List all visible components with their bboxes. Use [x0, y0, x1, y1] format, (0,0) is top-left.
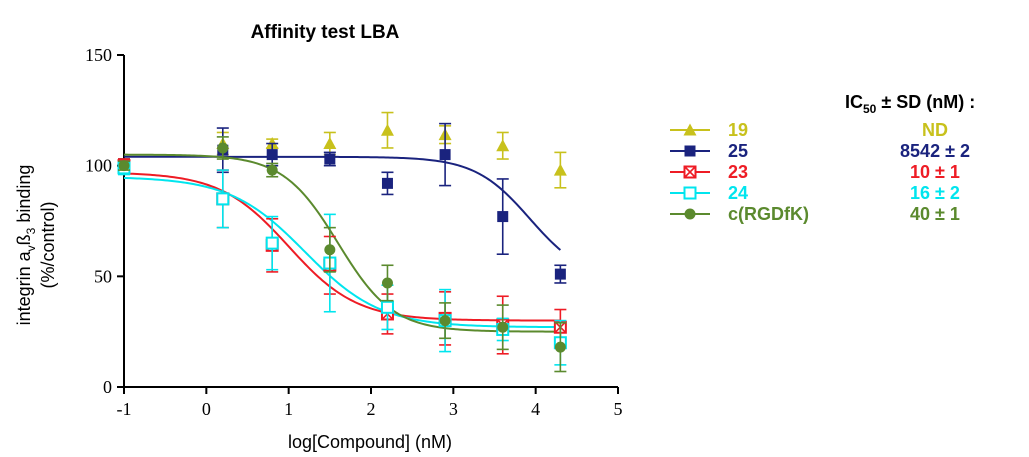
ic50-value-23: 10 ± 1 — [910, 162, 960, 182]
point-19-marker — [323, 137, 337, 150]
x-axis-label: log[Compound] (nM) — [288, 432, 452, 452]
ic50-header-prefix: IC — [845, 92, 863, 112]
y-axis-label-beta: ß — [14, 234, 34, 245]
legend-25-marker — [684, 145, 696, 157]
ic50-value-19: ND — [922, 120, 948, 140]
point-c(RGDfK)-marker — [554, 341, 566, 353]
series-19 — [117, 111, 567, 189]
ic50-header: IC50 ± SD (nM) : — [845, 92, 975, 116]
x-tick-label: 1 — [284, 399, 293, 419]
legend-entry-23: 23 10 ± 1 — [670, 162, 960, 182]
point-24-marker — [216, 192, 230, 206]
y-axis-label-sub-v: v — [24, 245, 38, 251]
y-axis-label-sub-3: 3 — [24, 227, 38, 234]
legend: 19 ND 25 8542 ± 2 23 10 ± 1 24 16 ± 2 c(RGDfK) 40… — [670, 120, 970, 224]
legend-label-25: 25 — [728, 141, 748, 161]
ic50-value-25: 8542 ± 2 — [900, 141, 970, 161]
x-tick-label: 0 — [202, 399, 211, 419]
legend-label-19: 19 — [728, 120, 748, 140]
fit-curve-25 — [124, 155, 562, 251]
legend-19-marker — [683, 123, 697, 136]
legend-label-c(RGDfK): c(RGDfK) — [728, 204, 809, 224]
x-tick-label: 5 — [614, 399, 623, 419]
point-25-marker — [324, 153, 336, 165]
point-19-marker — [553, 163, 567, 176]
point-c(RGDfK)-marker — [497, 321, 509, 333]
point-25-marker — [439, 149, 451, 161]
legend-entry-c(RGDfK): c(RGDfK) 40 ± 1 — [670, 204, 960, 224]
point-19-marker — [380, 123, 394, 136]
point-19-marker — [496, 139, 510, 152]
point-c(RGDfK)-marker — [118, 160, 130, 172]
point-c(RGDfK)-marker — [439, 315, 451, 327]
legend-24-marker — [683, 186, 697, 200]
point-25-marker — [554, 268, 566, 280]
y-tick-label: 150 — [85, 45, 112, 65]
point-c(RGDfK)-marker — [324, 244, 336, 256]
legend-entry-24: 24 16 ± 2 — [670, 183, 960, 203]
series-c(RGDfK) — [118, 136, 567, 373]
point-25-marker — [266, 149, 278, 161]
y-tick-label: 100 — [85, 156, 112, 176]
x-tick-label: 3 — [449, 399, 458, 419]
ic50-header-suffix: ± SD (nM) : — [876, 92, 975, 112]
y-tick-label: 0 — [103, 377, 112, 397]
legend-c(RGDfK)-marker — [684, 208, 696, 220]
point-c(RGDfK)-marker — [217, 142, 229, 154]
legend-23-marker-cross — [683, 165, 697, 179]
legend-entry-25: 25 8542 ± 2 — [670, 141, 970, 161]
y-axis-label: integrin avß3 binding (%/control) — [14, 165, 58, 326]
ic50-value-c(RGDfK): 40 ± 1 — [910, 204, 960, 224]
y-axis-label-line2: (%/control) — [38, 201, 58, 288]
legend-label-24: 24 — [728, 183, 748, 203]
svg-text:integrin avß3 binding: integrin avß3 binding — [14, 165, 38, 326]
point-24-marker — [380, 300, 394, 314]
legend-entry-19: 19 ND — [670, 120, 948, 140]
fit-curve-24 — [123, 176, 561, 329]
chart-title: Affinity test LBA — [251, 22, 400, 43]
point-24-marker — [265, 236, 279, 250]
fit-curves — [123, 153, 562, 333]
point-25-marker — [381, 177, 393, 189]
point-c(RGDfK)-marker — [381, 277, 393, 289]
data-points — [117, 111, 567, 373]
fit-curve-23 — [123, 172, 561, 322]
ic50-value-24: 16 ± 2 — [910, 183, 960, 203]
x-tick-label: 2 — [367, 399, 376, 419]
y-axis-label-suffix: binding — [14, 165, 34, 228]
x-tick-label: 4 — [531, 399, 540, 419]
ic50-header-sub: 50 — [863, 102, 877, 116]
legend-label-23: 23 — [728, 162, 748, 182]
y-axis-label-prefix: integrin a — [14, 250, 34, 325]
x-tick-label: -1 — [117, 399, 132, 419]
fit-curve-c(RGDfK) — [123, 153, 561, 333]
series-24 — [117, 160, 567, 366]
y-tick-label: 50 — [94, 266, 112, 286]
point-25-marker — [497, 211, 509, 223]
point-c(RGDfK)-marker — [266, 164, 278, 176]
